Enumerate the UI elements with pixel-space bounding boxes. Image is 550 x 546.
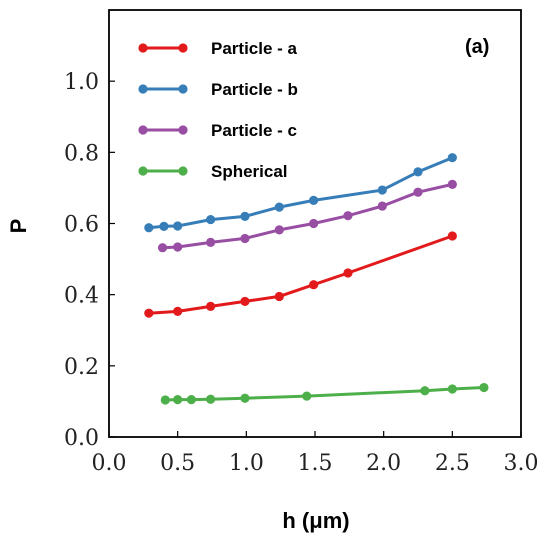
- series-line-particle-b: [148, 156, 453, 230]
- data-point-spherical: [160, 395, 170, 405]
- data-point-particle-c: [377, 201, 387, 211]
- data-point-spherical: [447, 384, 457, 394]
- legend-marker-spherical: [178, 166, 188, 176]
- y-tick-label: 0.4: [64, 284, 99, 309]
- x-tick-label: 3.0: [504, 451, 539, 476]
- legend-marker-spherical: [138, 166, 148, 176]
- data-point-particle-a: [343, 268, 353, 278]
- data-point-spherical: [302, 391, 312, 401]
- axis-ticks: 0.0 0.5 1.0 1.5 2.0 2.5 3.0 0.0 0.2 0.4 0.6 0.8 1.0: [64, 70, 539, 476]
- data-point-particle-c: [240, 233, 250, 244]
- data-point-particle-c: [206, 237, 216, 247]
- x-tick-label: 2.5: [435, 451, 470, 476]
- data-point-particle-a: [240, 296, 250, 307]
- y-tick-label: 0.0: [64, 426, 99, 451]
- data-point-particle-b: [377, 185, 387, 195]
- data-point-particle-b: [240, 211, 250, 221]
- x-tick-label: 1.0: [229, 451, 264, 476]
- legend-label-spherical: Spherical: [211, 162, 288, 181]
- legend-marker-particle-c: [138, 125, 148, 135]
- data-point-particle-a: [206, 301, 216, 312]
- data-point-particle-b: [173, 221, 183, 231]
- data-point-particle-b: [447, 153, 457, 163]
- data-point-particle-b: [144, 223, 154, 233]
- legend-marker-particle-b: [138, 84, 148, 94]
- data-point-spherical: [206, 394, 216, 404]
- legend-marker-particle-b: [178, 84, 188, 94]
- x-axis-title: h (μm): [282, 508, 349, 533]
- data-point-particle-b: [413, 167, 423, 177]
- data-point-particle-b: [274, 202, 284, 212]
- data-point-spherical: [420, 386, 430, 396]
- x-tick-label: 0.5: [160, 451, 195, 476]
- data-point-particle-c: [343, 211, 353, 221]
- data-point-particle-c: [413, 187, 423, 197]
- data-point-particle-c: [309, 218, 319, 229]
- data-point-particle-b: [309, 195, 319, 205]
- series-line-particle-a: [148, 234, 453, 315]
- data-point-particle-a: [144, 308, 154, 318]
- data-point-spherical: [240, 393, 250, 403]
- legend-marker-particle-c: [178, 125, 188, 135]
- data-point-particle-c: [274, 225, 284, 235]
- data-point-particle-c: [173, 242, 183, 252]
- data-point-particle-a: [309, 280, 319, 290]
- data-point-particle-b: [159, 221, 169, 231]
- data-point-spherical: [186, 395, 196, 405]
- y-tick-label: 0.2: [64, 355, 99, 380]
- legend: Particle - a Particle - b Particle - c Sphe…: [138, 39, 298, 181]
- legend-marker-particle-a: [178, 43, 188, 53]
- y-axis-title: P: [6, 219, 31, 234]
- data-point-particle-c: [157, 243, 168, 253]
- data-point-particle-c: [447, 179, 457, 189]
- data-point-particle-a: [447, 231, 457, 241]
- x-tick-label: 0.0: [92, 451, 127, 476]
- data-point-particle-b: [206, 214, 216, 225]
- series-line-particle-c: [162, 182, 453, 250]
- x-tick-label: 1.5: [298, 451, 333, 476]
- data-point-particle-a: [173, 306, 183, 316]
- legend-label-particle-c: Particle - c: [211, 121, 297, 140]
- data-point-spherical: [479, 382, 489, 393]
- legend-label-particle-a: Particle - a: [211, 39, 298, 58]
- legend-marker-particle-a: [138, 43, 148, 53]
- series-layer: [144, 153, 489, 405]
- data-point-particle-a: [274, 291, 284, 302]
- x-tick-label: 2.0: [366, 451, 401, 476]
- legend-label-particle-b: Particle - b: [211, 80, 298, 99]
- y-tick-label: 1.0: [64, 70, 99, 95]
- data-point-spherical: [173, 395, 183, 405]
- y-tick-label: 0.8: [64, 141, 99, 166]
- y-tick-label: 0.6: [64, 213, 99, 238]
- panel-label: (a): [465, 36, 489, 58]
